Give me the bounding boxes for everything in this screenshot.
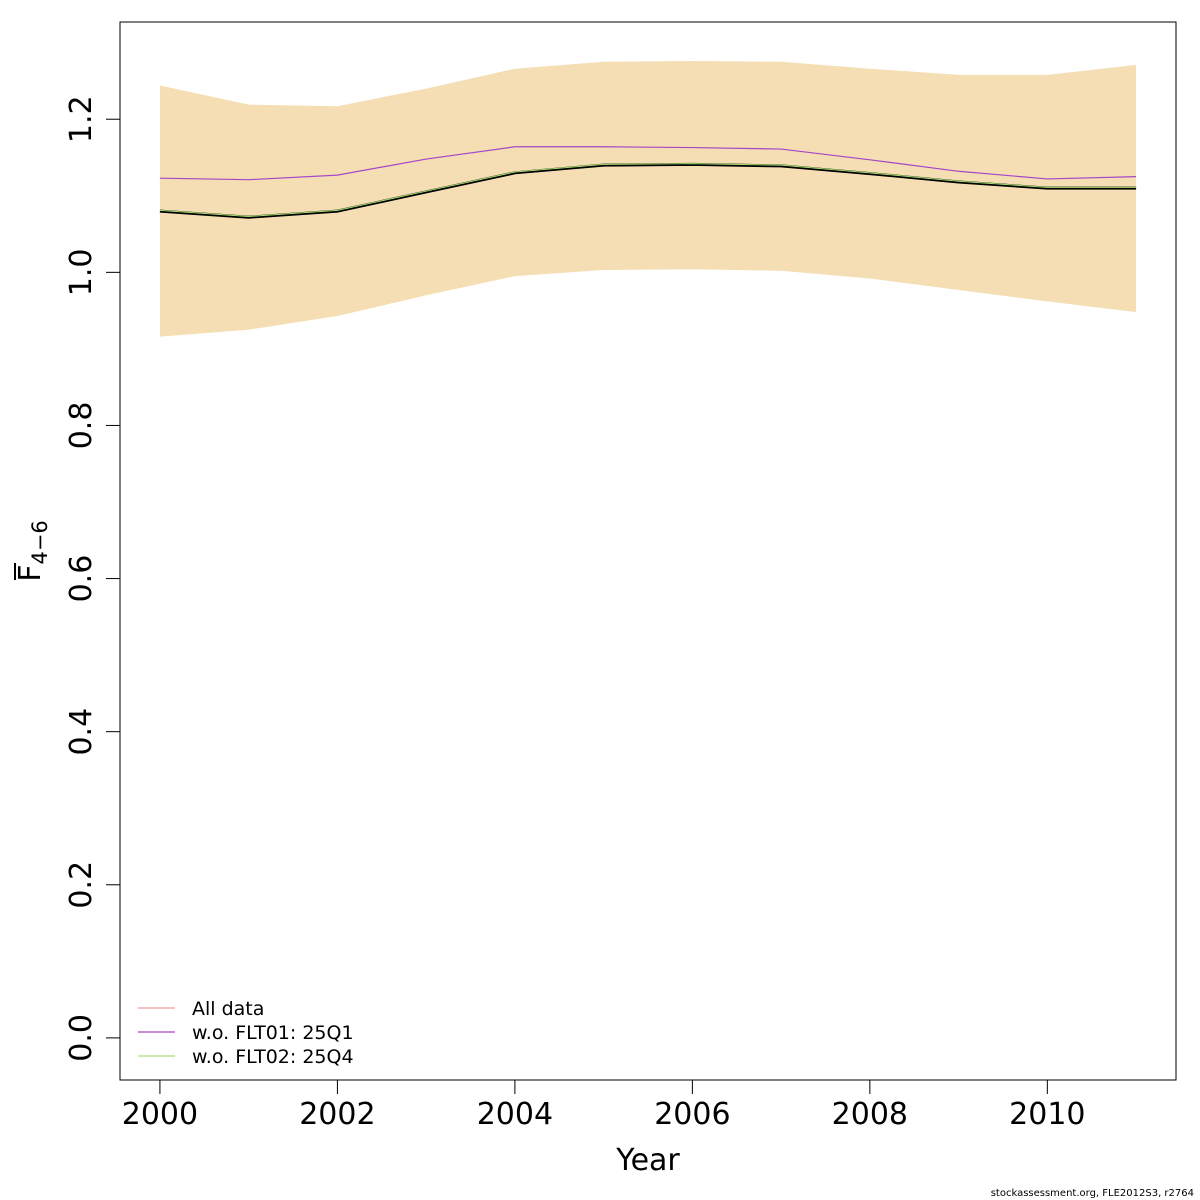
svg-text:F4−6: F4−6 [13,520,52,582]
confidence-band [159,61,1137,337]
y-axis-title-subscript: 4−6 [28,520,52,564]
legend-label: All data [192,998,264,1020]
y-tick-label: 1.2 [64,95,99,143]
legend-label: w.o. FLT01: 25Q1 [192,1022,354,1044]
x-tick-label: 2002 [299,1097,375,1132]
series-line-wo-flt02 [159,163,1137,217]
y-tick-label: 0.2 [64,861,99,909]
legend-label: w.o. FLT02: 25Q4 [192,1046,354,1068]
x-tick-label: 2000 [122,1097,198,1132]
y-tick-label: 0.8 [64,402,99,450]
confidence-band-layer [159,61,1137,337]
y-axis: 0.0 0.2 0.4 0.6 0.8 1.0 1.2 [64,95,121,1062]
x-tick-label: 2006 [654,1097,730,1132]
legend-item: w.o. FLT02: 25Q4 [138,1046,354,1068]
x-tick-label: 2004 [477,1097,553,1132]
y-tick-label: 1.0 [64,248,99,296]
y-axis-title: F4−6 [13,520,52,582]
y-tick-label: 0.0 [64,1014,99,1062]
x-axis-title: Year [615,1143,680,1178]
series-line-wo-flt01 [159,146,1137,181]
y-tick-label: 0.6 [64,555,99,603]
legend-item: All data [138,998,264,1020]
y-tick-label: 0.4 [64,708,99,756]
y-axis-title-main: F [13,565,48,582]
x-tick-label: 2008 [832,1097,908,1132]
series-lines-layer [159,146,1137,219]
credit-text: stockassessment.org, FLE2012S3, r2764 [990,1188,1194,1199]
x-axis: 2000 2002 2004 2006 2008 2010 [122,1079,1086,1132]
legend-item: w.o. FLT01: 25Q1 [138,1022,354,1044]
series-line-all-data [159,162,1137,219]
x-tick-label: 2010 [1009,1097,1085,1132]
